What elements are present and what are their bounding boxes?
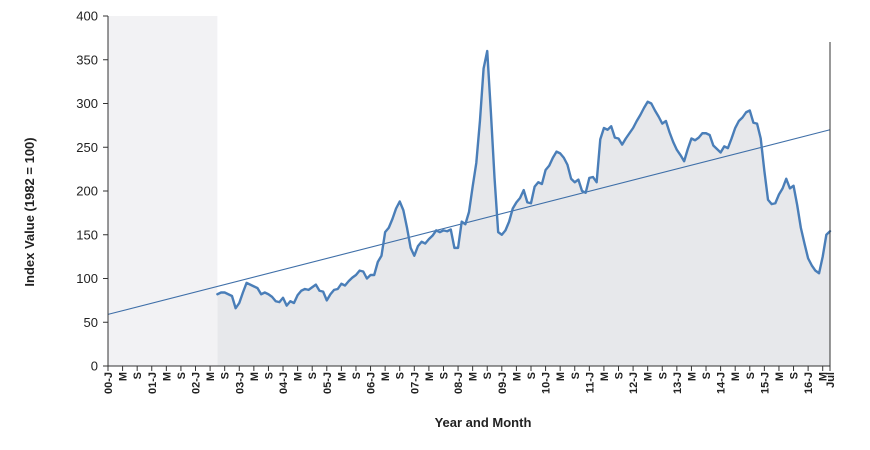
x-axis-title: Year and Month [435, 415, 532, 430]
x-tick-label: S [482, 372, 494, 379]
plot-background-pre-series [108, 16, 218, 366]
x-tick-label: M [599, 372, 611, 381]
trend-line [107, 129, 831, 315]
y-tick-label: 250 [76, 140, 98, 155]
x-tick-label: M [205, 372, 217, 381]
x-tick-label: S [614, 372, 626, 379]
y-tick-labels: 0 50 100 150 200 250 300 350 400 [76, 9, 98, 374]
x-tick-label: 15-J [759, 372, 771, 394]
series-line [216, 49, 832, 310]
x-tick-label: 03-J [234, 372, 246, 394]
x-tick-label: S [745, 372, 757, 379]
x-tick-label: 01-J [147, 372, 159, 394]
x-tick-label: 06-J [366, 372, 378, 394]
x-tick-label: S [351, 372, 363, 379]
x-tick-label: S [263, 372, 275, 379]
axes-layer [103, 15, 831, 371]
x-tick-label: S [438, 372, 450, 379]
x-tick-label: S [176, 372, 188, 379]
x-tick-label: S [701, 372, 713, 379]
x-tick-label: 12-J [628, 372, 640, 394]
x-tick-label: 10-J [541, 372, 553, 394]
x-tick-label: M [511, 372, 523, 381]
x-tick-label: M [643, 372, 655, 381]
x-tick-label: M [336, 372, 348, 381]
x-tick-label: S [132, 372, 144, 379]
x-tick-label: M [468, 372, 480, 381]
y-tick-label: 50 [84, 315, 98, 330]
x-tick-label: 07-J [409, 372, 421, 394]
y-tick-label: 300 [76, 96, 98, 111]
x-tick-label: 14-J [716, 372, 728, 394]
x-tick-label: 00-J [103, 372, 115, 394]
y-tick-label: 350 [76, 52, 98, 67]
x-tick-label: M [774, 372, 786, 381]
x-tick-label: S [220, 372, 232, 379]
x-tick-label: S [395, 372, 407, 379]
x-tick-label: S [307, 372, 319, 379]
x-tick-label: M [161, 372, 173, 381]
x-tick-label: M [818, 372, 830, 381]
x-tick-label: M [293, 372, 305, 381]
y-tick-label: 150 [76, 227, 98, 242]
y-tick-label: 200 [76, 184, 98, 199]
x-tick-label: S [526, 372, 538, 379]
y-axis-title: Index Value (1982 = 100) [22, 137, 37, 286]
x-tick-label: S [570, 372, 582, 379]
y-tick-label: 0 [91, 359, 98, 374]
x-tick-label: M [118, 372, 130, 381]
y-tick-label: 400 [76, 9, 98, 24]
x-tick-label: 04-J [278, 372, 290, 394]
x-tick-label: M [686, 372, 698, 381]
x-tick-label: 05-J [322, 372, 334, 394]
x-tick-label: S [789, 372, 801, 379]
x-tick-label: M [424, 372, 436, 381]
line-layer [216, 49, 832, 310]
x-tick-label: M [730, 372, 742, 381]
x-tick-label: 16-J [803, 372, 815, 394]
x-tick-label: S [657, 372, 669, 379]
x-tick-label: 13-J [672, 372, 684, 394]
x-tick-label: M [555, 372, 567, 381]
x-tick-label: 09-J [497, 372, 509, 394]
x-tick-label: 11-J [584, 372, 596, 393]
x-tick-label: Jul [825, 372, 837, 388]
x-tick-labels: 00-J M S 01-J M S 02-J M S 03-J M S 04-J M S 05-J M S 06-J… [103, 372, 837, 394]
x-tick-label: 02-J [191, 372, 203, 394]
x-tick-label: 08-J [453, 372, 465, 394]
y-tick-label: 100 [76, 271, 98, 286]
x-tick-label: M [249, 372, 261, 381]
trend-layer [107, 129, 831, 315]
x-tick-label: M [380, 372, 392, 381]
